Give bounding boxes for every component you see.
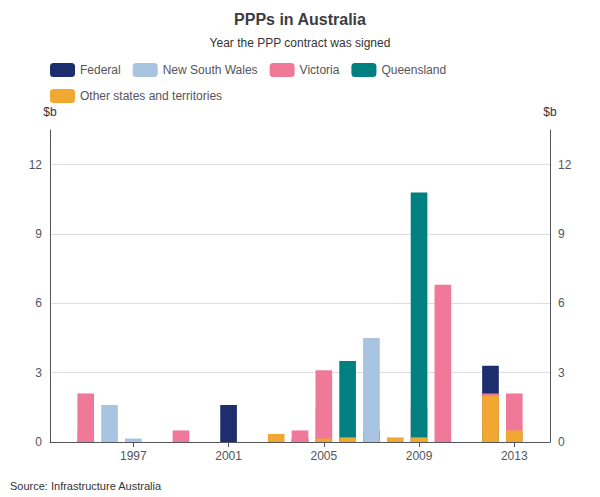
svg-text:6: 6 [35, 296, 42, 310]
svg-text:Source: Infrastructure Austral: Source: Infrastructure Australia [10, 480, 162, 492]
svg-text:Victoria: Victoria [300, 63, 340, 77]
svg-text:Year the PPP contract was sign: Year the PPP contract was signed [210, 36, 391, 50]
svg-text:0: 0 [558, 435, 565, 449]
svg-text:Federal: Federal [80, 63, 121, 77]
svg-text:PPPs in Australia: PPPs in Australia [234, 11, 366, 28]
svg-text:1997: 1997 [120, 449, 147, 463]
svg-text:$b: $b [43, 105, 57, 119]
svg-text:3: 3 [35, 366, 42, 380]
svg-text:2013: 2013 [501, 449, 528, 463]
svg-text:Other states and territories: Other states and territories [80, 89, 222, 103]
svg-text:Queensland: Queensland [381, 63, 446, 77]
svg-text:2001: 2001 [215, 449, 242, 463]
svg-text:$b: $b [543, 105, 557, 119]
svg-text:12: 12 [558, 158, 572, 172]
svg-text:2009: 2009 [406, 449, 433, 463]
svg-text:3: 3 [558, 366, 565, 380]
svg-text:12: 12 [29, 158, 43, 172]
svg-text:9: 9 [558, 227, 565, 241]
svg-text:New South Wales: New South Wales [163, 63, 258, 77]
svg-text:2005: 2005 [310, 449, 337, 463]
svg-text:0: 0 [35, 435, 42, 449]
svg-text:6: 6 [558, 296, 565, 310]
svg-text:9: 9 [35, 227, 42, 241]
